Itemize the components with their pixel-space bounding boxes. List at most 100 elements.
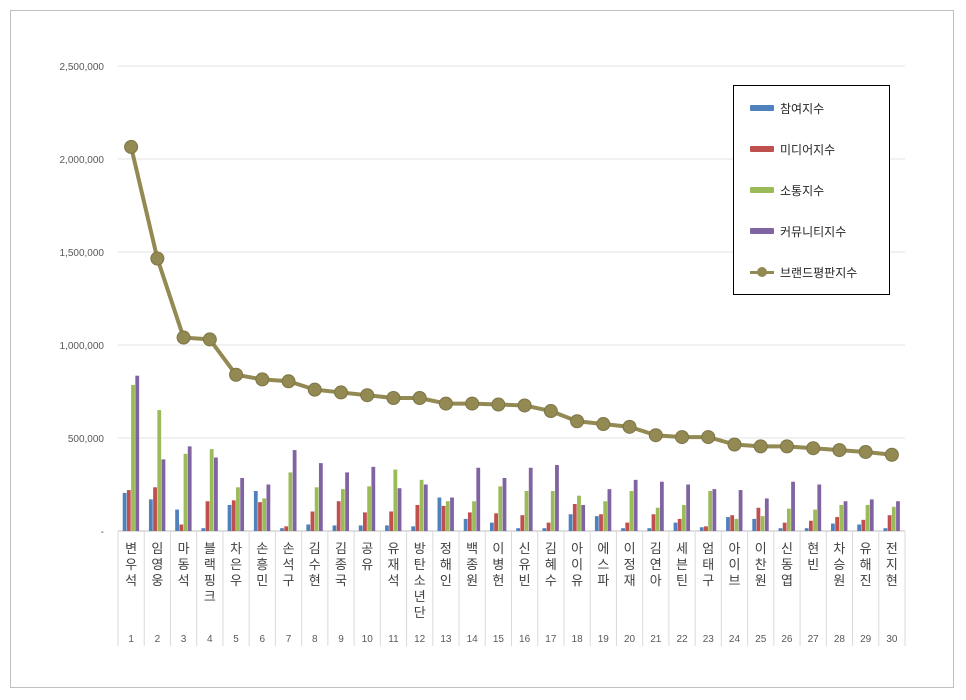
rank-label: 14: [467, 634, 479, 645]
bar-3-10: [367, 486, 372, 531]
bar-3-30: [891, 506, 896, 531]
brand-reputation-point-17: [543, 404, 558, 419]
bar-2-12: [415, 504, 420, 531]
bar-1-14: [463, 518, 468, 531]
bar-2-22: [677, 518, 682, 531]
legend-swatch-communication: [750, 187, 774, 193]
bar-1-6: [253, 491, 258, 531]
bar-4-5: [240, 477, 245, 531]
rank-label: 9: [338, 634, 344, 645]
bar-2-8: [310, 511, 315, 531]
legend-label-brand-reputation: 브랜드평판지수: [780, 265, 858, 280]
rank-label: 24: [729, 634, 741, 645]
bar-4-28: [843, 501, 848, 531]
rank-label: 7: [286, 634, 292, 645]
bar-3-12: [419, 479, 424, 531]
bar-2-1: [126, 490, 131, 531]
bar-1-1: [122, 492, 127, 531]
bar-1-19: [594, 516, 599, 531]
rank-label: 10: [362, 634, 374, 645]
bar-1-9: [332, 525, 337, 531]
bar-4-6: [266, 484, 271, 531]
bar-3-5: [236, 487, 240, 531]
bar-1-15: [489, 522, 494, 531]
y-tick-label: -: [101, 527, 104, 538]
bar-2-5: [231, 500, 236, 531]
bar-1-16: [516, 528, 521, 531]
bar-2-13: [441, 505, 446, 531]
y-tick-label: 2,000,000: [60, 155, 105, 166]
rank-label: 1: [128, 634, 134, 645]
bar-3-7: [288, 472, 293, 531]
bar-2-24: [730, 515, 735, 531]
brand-reputation-point-5: [229, 367, 244, 382]
brand-reputation-point-20: [622, 419, 637, 434]
y-tick-label: 2,500,000: [60, 62, 105, 73]
legend-line-brand-reputation: [750, 266, 774, 277]
bar-4-24: [738, 490, 743, 531]
bar-3-24: [734, 518, 739, 531]
bar-4-23: [712, 489, 717, 531]
y-tick-label: 1,000,000: [60, 341, 105, 352]
bar-4-30: [896, 501, 900, 531]
bar-4-11: [397, 488, 402, 531]
brand-reputation-point-24: [727, 437, 742, 452]
bar-1-12: [411, 526, 416, 531]
bar-1-13: [437, 497, 442, 531]
bar-2-14: [467, 512, 472, 531]
bar-3-20: [629, 491, 634, 531]
rank-label: 6: [260, 634, 266, 645]
bar-2-26: [782, 522, 787, 531]
bar-4-9: [345, 472, 349, 531]
y-tick-label: 1,500,000: [60, 248, 105, 259]
bar-4-25: [764, 498, 769, 531]
brand-reputation-point-13: [438, 396, 453, 411]
y-tick-label: 500,000: [68, 434, 105, 445]
rank-label: 12: [414, 634, 426, 645]
bar-3-8: [314, 487, 319, 531]
bar-2-20: [625, 522, 630, 531]
bar-3-29: [865, 504, 870, 531]
legend-item-brand-reputation: 브랜드평판지수: [750, 264, 857, 280]
bar-2-23: [704, 526, 708, 531]
bar-4-7: [292, 450, 297, 531]
bar-2-25: [756, 507, 761, 531]
bar-2-28: [835, 517, 840, 531]
rank-label: 29: [860, 634, 872, 645]
legend-swatch-community: [750, 228, 774, 234]
rank-label: 13: [440, 634, 452, 645]
rank-label: 27: [808, 634, 820, 645]
rank-label: 3: [181, 634, 187, 645]
brand-reputation-point-15: [491, 397, 506, 412]
brand-reputation-point-27: [806, 441, 821, 456]
bar-3-1: [131, 384, 135, 531]
bar-2-19: [599, 514, 603, 531]
brand-reputation-point-30: [884, 447, 899, 462]
brand-reputation-point-19: [596, 417, 611, 432]
bar-1-23: [699, 527, 704, 531]
bar-4-8: [318, 463, 323, 531]
brand-reputation-point-25: [753, 439, 768, 454]
brand-reputation-point-28: [832, 443, 847, 458]
bar-1-4: [201, 528, 206, 531]
bar-1-30: [883, 528, 888, 531]
rank-label: 21: [650, 634, 662, 645]
bar-1-27: [804, 528, 809, 531]
bar-3-16: [524, 491, 529, 531]
brand-reputation-point-11: [386, 391, 401, 406]
bar-4-2: [161, 459, 166, 531]
bar-1-17: [542, 528, 547, 531]
bar-3-4: [209, 449, 214, 531]
brand-reputation-point-26: [779, 439, 794, 454]
bar-4-13: [450, 497, 454, 531]
bar-4-26: [791, 481, 795, 531]
bar-1-5: [227, 504, 232, 531]
